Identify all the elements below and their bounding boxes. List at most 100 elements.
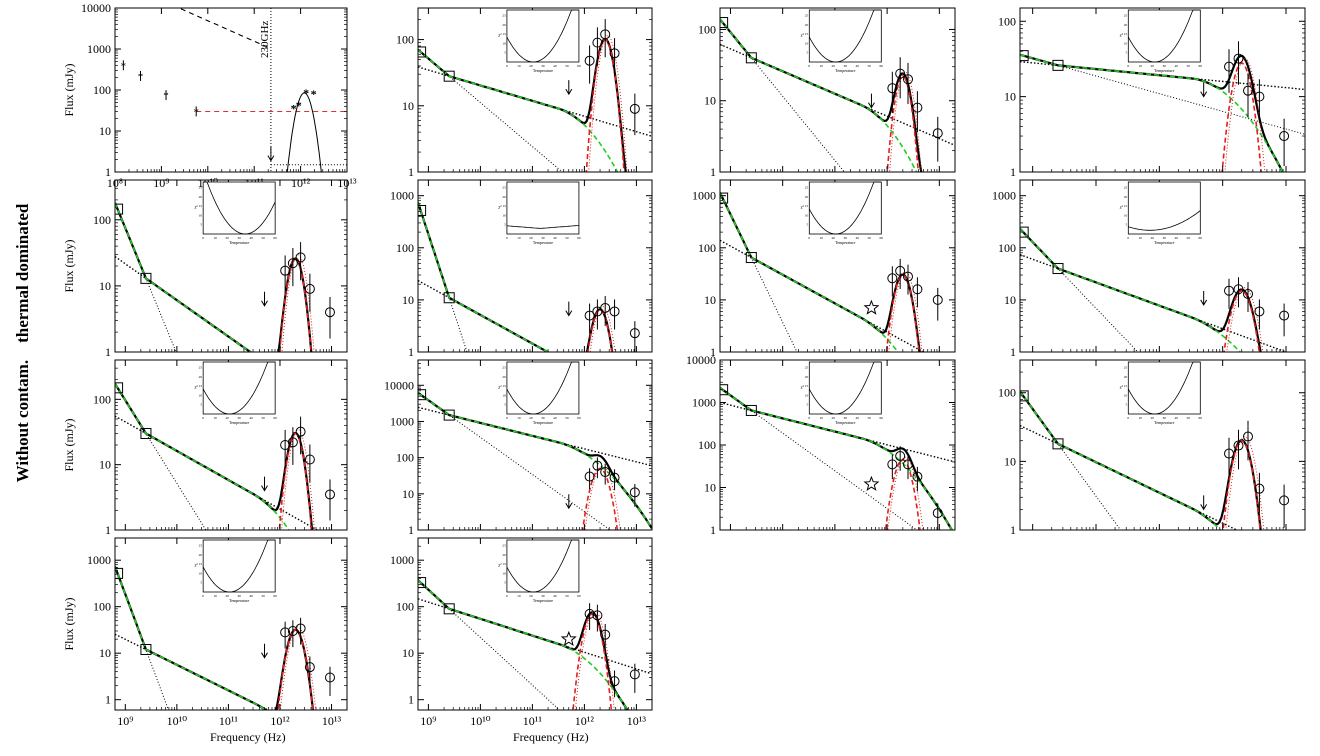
y-tick-label-12: 1000 [87,553,111,567]
chi2-curve [808,9,882,63]
inset-x-tick-label: 60 [880,64,884,68]
inset-x-tick-label: 0 [506,416,508,420]
y-tick-label-9: 1000 [390,414,414,428]
y-tick-label-4: 10 [99,279,111,293]
dust-circle-point [1254,306,1265,317]
dust-circle-point [609,306,620,317]
thermal-range-line [888,271,923,352]
outlier-circle-point [324,307,335,318]
panel-8: 1 10 100 Flux (mJy) 0 10 20 30 40 50 60 5 10 15 20 25 Te… [62,359,348,537]
inset-x-tick-label: 60 [273,594,277,598]
y-tick-label-12: 100 [93,600,111,614]
annotation-230ghz: 230GHz [259,21,271,58]
dust-circle-point [280,440,291,450]
inset-frame [202,181,276,235]
thermal-model-line [277,628,314,710]
outlier-circle-point [629,487,640,498]
panel-0: ********11010010001000010⁸10⁹10¹⁰10¹¹10¹… [62,1,357,190]
inset-y-tick-label: 5 [504,223,506,227]
inset-y-tick-label: 25 [199,186,203,190]
inset-y-tick-label: 15 [805,204,809,208]
radio-square-point [443,70,455,82]
y-tick-label-10: 1000 [692,396,716,410]
panel-frame-9 [417,359,653,531]
thermal-model-line [886,75,920,172]
inset-x-label: Temperature [1154,240,1174,245]
y-tick-label-6: 10 [704,293,716,307]
upper-limit-arrow [868,93,875,109]
dust-circle-point [609,676,620,687]
inset-x-tick-label: 10 [1139,64,1143,68]
y-tick-label-3: 10 [1004,90,1016,104]
y-tick-label-5: 1 [408,345,414,359]
submm-data-point: * [303,86,309,100]
dust-circle-point [903,459,913,470]
inset-x-tick-label: 20 [832,416,836,420]
radio-square-point [418,577,427,589]
inset-frame [506,361,580,415]
dust-circle-point [1243,288,1253,299]
panel-7: 1 10 100 1000 0 10 20 30 40 50 60 5 10 15 20 25 Temperat… [992,179,1306,359]
side-label-container: Without contam. thermal dominated [13,203,38,482]
inset-x-tick-label: 20 [225,416,229,420]
inset-y-tick-label: 15 [1124,32,1128,36]
inset-x-label: Temperature [229,420,249,425]
y-axis-label-0: Flux (mJy) [62,63,76,116]
y-tick-label-8: 10 [99,458,111,472]
inset-y-label: χ² [1120,384,1124,389]
inset-y-tick-label: 20 [805,23,809,27]
x-tick-label-13: 10⁹ [420,714,436,728]
inset-x-tick-label: 0 [506,594,508,598]
star-point [560,630,577,647]
chi2-inset-6: 0 10 20 30 40 50 60 5 10 15 20 25 Temperature χ² [801,181,883,245]
inset-x-tick-label: 40 [1175,64,1179,68]
x-tick-label-12: 10¹¹ [219,714,239,728]
inset-frame [808,181,882,235]
radio-model-line [115,566,267,710]
dust-circle-point [912,471,923,482]
inset-x-tick-label: 50 [565,236,569,240]
dust-circle-point [287,437,298,448]
inset-y-tick-label: 15 [199,562,203,566]
side-label: Without contam. thermal dominated [13,203,32,482]
thermal-component-line [286,92,322,172]
dust-circle-point [295,252,306,263]
y-tick-label-8: 1 [105,523,111,537]
inset-y-tick-label: 5 [807,403,809,407]
inset-y-label: χ² [498,384,502,389]
chi2-curve [1127,9,1201,63]
upper-limit-arrow [565,494,573,510]
inset-y-tick-label: 15 [502,204,506,208]
steep-component-line [720,387,918,530]
chi2-inset-7: 0 10 20 30 40 50 60 5 10 15 20 25 Temperature χ² [1120,181,1202,245]
dust-circle-point [1254,483,1265,494]
radio-square-point [115,203,124,215]
inset-x-tick-label: 0 [202,416,204,420]
dust-circle-point [584,608,595,619]
panel-frame-6 [719,179,956,353]
radio-model-line [418,49,619,172]
inset-x-tick-label: 20 [832,64,836,68]
chi2-curve [203,181,276,235]
inset-frame [506,181,580,235]
dust-circle-point [912,284,923,295]
inset-y-tick-label: 5 [200,403,202,407]
chi2-inset-1: 0 10 20 30 40 50 60 5 10 15 20 25 Temperature χ² [498,9,581,73]
radio-square-point [115,382,124,394]
dust-circle-point [295,426,306,437]
inset-y-tick-label: 10 [199,393,203,397]
inset-x-tick-label: 30 [541,416,545,420]
panel-frame-1 [417,7,653,173]
inset-x-tick-label: 50 [261,416,265,420]
radio-square-point [1052,438,1064,450]
inset-y-tick-label: 5 [200,581,202,585]
dust-circle-point [895,451,906,462]
inset-x-tick-label: 40 [553,416,557,420]
steep-component-line [1020,54,1305,135]
outlier-circle-point [932,128,943,139]
inset-x-tick-label: 20 [1151,64,1155,68]
thermal-model-line [278,432,313,530]
inset-x-tick-label: 60 [273,416,277,420]
